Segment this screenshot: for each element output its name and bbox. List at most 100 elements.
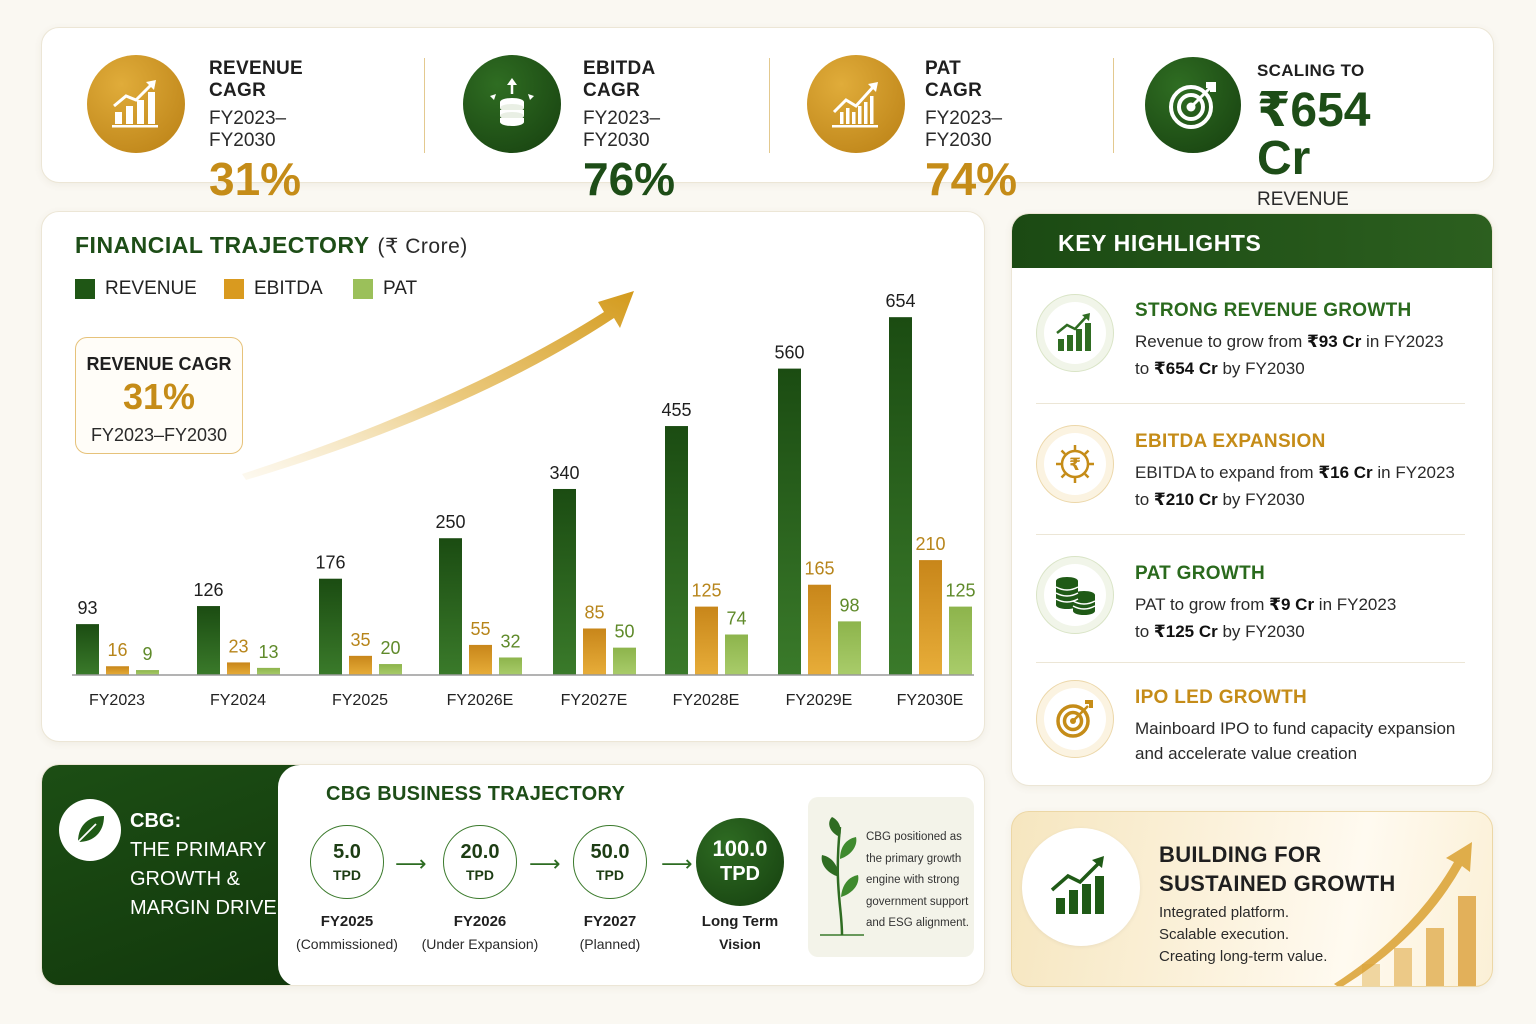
cbg-trajectory-panel: CBG: THE PRIMARY GROWTH & MARGIN DRIVER … xyxy=(41,764,985,986)
coin-stack-icon xyxy=(1036,556,1114,634)
bar-ebitda-fy2026e xyxy=(469,644,492,675)
legend-ebitda: EBITDA xyxy=(224,278,323,300)
highlight-title: EBITDA EXPANSION xyxy=(1135,431,1326,452)
bar-ebitda-fy2027e xyxy=(583,628,606,675)
kpi-value: ₹654 Cr xyxy=(1257,84,1371,185)
growth-title-line: BUILDING FOR xyxy=(1159,842,1322,867)
growth-title-line: SUSTAINED GROWTH xyxy=(1159,871,1396,896)
highlight-title: STRONG REVENUE GROWTH xyxy=(1135,300,1412,321)
desc-text: by FY2030 xyxy=(1217,622,1305,641)
rising-bar-chart-icon xyxy=(87,55,185,153)
desc-text: PAT to grow from xyxy=(1135,595,1270,614)
kpi-value: 31% xyxy=(209,153,302,205)
kpi-title: REVENUE CAGR xyxy=(209,58,303,101)
x-tick-label: FY2025 xyxy=(332,692,388,709)
bar-pat-fy2023 xyxy=(136,670,159,675)
bar-ebitda-fy2029e xyxy=(808,584,831,675)
stage-value: 100.0 xyxy=(712,836,768,861)
data-label: 165 xyxy=(804,559,834,579)
bar-chart-canvas: 93 16 9 FY2023 126 23 13 FY2024 176 35 20 FY2025 250… xyxy=(72,291,976,709)
cbg-heading: CBG: THE PRIMARY GROWTH & MARGIN DRIVER xyxy=(130,807,300,923)
data-label: 560 xyxy=(774,343,804,363)
kpi-divider xyxy=(769,58,770,153)
growth-tagline: Scalable execution. xyxy=(1159,926,1290,943)
cbg-note-text: CBG positioned as the primary growth eng… xyxy=(866,831,969,929)
stage-status: (Commissioned) xyxy=(296,936,398,952)
stage-year: FY2025 xyxy=(320,913,374,930)
data-label: 340 xyxy=(549,463,579,483)
x-tick-label: FY2027E xyxy=(561,692,628,709)
arrow-right-icon: ⟶ xyxy=(395,851,427,876)
growth-tagline: Integrated platform. xyxy=(1159,904,1290,921)
desc-text: to xyxy=(1135,490,1154,509)
desc-amount: ₹9 Cr xyxy=(1269,595,1315,614)
kpi-value: 76% xyxy=(583,153,676,205)
bar-revenue-fy2027e xyxy=(553,488,576,675)
bar-pat-fy2026e xyxy=(499,657,522,675)
highlight-divider xyxy=(1036,403,1465,404)
stage-value: 50.0 xyxy=(590,840,630,863)
desc-text: by FY2030 xyxy=(1217,490,1305,509)
stage-unit: TPD xyxy=(333,866,361,883)
callout-period: FY2023–FY2030 xyxy=(90,424,228,445)
target-arrow-icon xyxy=(1145,57,1241,153)
data-label: 176 xyxy=(315,553,345,573)
legend-pat: PAT xyxy=(353,278,417,300)
arrow-right-icon: ⟶ xyxy=(661,851,693,876)
legend-label: REVENUE xyxy=(105,278,197,299)
legend-revenue: REVENUE xyxy=(75,278,197,300)
cbg-stage-fy2027: 50.0 TPD FY2027 (Planned) xyxy=(545,825,675,952)
stage-year: FY2027 xyxy=(583,913,637,930)
chart-unit: (₹ Crore) xyxy=(377,235,468,258)
kpi-period: FY2023–FY2030 xyxy=(209,108,287,151)
desc-text: in FY2023 xyxy=(1372,463,1455,482)
target-arrow-icon xyxy=(1036,680,1114,758)
data-label: 9 xyxy=(142,644,152,664)
growth-line-chart-icon xyxy=(807,55,905,153)
bar-revenue-fy2024 xyxy=(197,606,220,675)
growth-bars-decoration xyxy=(1334,842,1476,986)
sprout-icon xyxy=(820,817,864,936)
desc-text: Mainboard IPO to fund capacity expansion xyxy=(1135,719,1456,738)
data-label: 125 xyxy=(945,581,975,601)
stage-value: 20.0 xyxy=(460,840,500,863)
stage-status: Vision xyxy=(719,936,761,952)
data-label: 32 xyxy=(500,631,520,651)
desc-text: in FY2023 xyxy=(1314,595,1397,614)
data-label: 98 xyxy=(839,595,859,615)
x-tick-label: FY2023 xyxy=(89,692,145,709)
arrow-right-icon: ⟶ xyxy=(529,851,561,876)
data-label: 16 xyxy=(107,640,127,660)
x-tick-label: FY2024 xyxy=(210,692,266,709)
highlight-description: Revenue to grow from ₹93 Cr in FY2023 to… xyxy=(1135,328,1480,382)
bar-ebitda-fy2024 xyxy=(227,662,250,675)
data-label: 455 xyxy=(661,400,691,420)
stage-status: (Under Expansion) xyxy=(421,936,539,952)
desc-amount: ₹125 Cr xyxy=(1153,622,1218,641)
desc-text: to xyxy=(1135,622,1154,641)
cbg-stage-fy2025: 5.0 TPD FY2025 (Commissioned) xyxy=(282,825,412,952)
bar-revenue-fy2030e xyxy=(889,317,912,675)
growth-chart-icon xyxy=(1022,828,1140,946)
desc-text: and accelerate value creation xyxy=(1135,744,1358,763)
bar-pat-fy2030e xyxy=(949,606,972,675)
highlights-header: KEY HIGHLIGHTS xyxy=(1012,214,1492,268)
highlight-description: PAT to grow from ₹9 Cr in FY2023 to ₹125… xyxy=(1135,591,1480,645)
highlight-description: Mainboard IPO to fund capacity expansion… xyxy=(1135,716,1480,766)
bar-pat-fy2025 xyxy=(379,664,402,675)
trend-arrow xyxy=(242,291,634,480)
cbg-heading-subtitle: THE PRIMARY GROWTH & MARGIN DRIVER xyxy=(130,839,292,919)
desc-text: in FY2023 xyxy=(1361,332,1444,351)
leaf-icon xyxy=(59,799,121,861)
legend-swatch xyxy=(224,279,244,299)
x-tick-label: FY2026E xyxy=(447,692,514,709)
chart-title-text: FINANCIAL TRAJECTORY xyxy=(75,232,370,258)
rising-bar-chart-icon xyxy=(1036,294,1114,372)
data-label: 85 xyxy=(584,602,604,622)
growth-tagline: Creating long-term value. xyxy=(1159,948,1328,965)
stage-unit: TPD xyxy=(466,866,494,883)
stage-capacity-circle: 20.0 TPD xyxy=(443,825,517,899)
highlight-divider xyxy=(1036,534,1465,535)
stage-capacity-circle: 100.0 TPD xyxy=(696,818,784,906)
stage-capacity-circle: 50.0 TPD xyxy=(573,825,647,899)
